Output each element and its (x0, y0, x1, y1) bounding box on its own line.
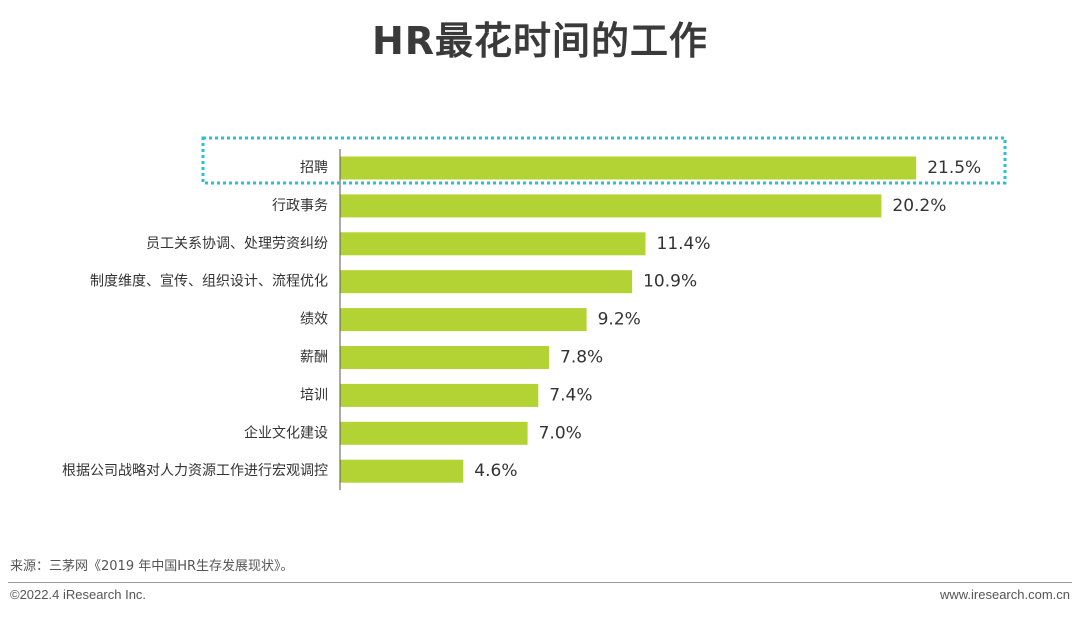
footer-divider (8, 582, 1072, 583)
value-label: 7.8% (560, 348, 603, 368)
highlight-box (201, 136, 1007, 185)
website-link[interactable]: www.iresearch.com.cn (939, 587, 1070, 602)
value-label: 21.5% (927, 158, 981, 178)
source-note: 来源：三茅网《2019 年中国HR生存发展现状》。 (10, 559, 294, 574)
value-label: 7.0% (539, 423, 582, 443)
category-label: 企业文化建设 (244, 424, 328, 441)
copyright-text: ©2022.4 iResearch Inc. (10, 587, 147, 602)
bar (340, 156, 917, 180)
value-label: 10.9% (643, 272, 697, 292)
bar (340, 308, 587, 332)
bar (340, 194, 882, 218)
value-label: 7.4% (549, 385, 592, 405)
value-label: 9.2% (598, 310, 641, 330)
category-label: 员工关系协调、处理劳资纠纷 (146, 236, 328, 252)
category-label: 培训 (300, 387, 328, 403)
category-label: 绩效 (300, 312, 328, 328)
value-label: 4.6% (474, 461, 517, 481)
category-label: 招聘 (300, 160, 328, 176)
bar (340, 232, 646, 256)
bar (340, 270, 633, 294)
page-title: HR最花时间的工作 (371, 19, 709, 63)
bar (340, 346, 549, 369)
value-label: 11.4% (657, 234, 711, 254)
category-label: 薪酬 (300, 350, 328, 366)
bar (340, 459, 464, 483)
bar (340, 383, 539, 407)
bars-layer: 招聘 21.5% 行政事务 20.2% 员工关系协调、处理劳资纠纷 11.4% 制度维度、宣… (62, 156, 981, 483)
category-label: 制度维度、宣传、组织设计、流程优化 (90, 274, 328, 290)
value-label: 20.2% (892, 196, 946, 216)
bar (340, 421, 528, 445)
category-label: 根据公司战略对人力资源工作进行宏观调控 (62, 463, 328, 479)
category-label: 行政事务 (272, 198, 328, 214)
